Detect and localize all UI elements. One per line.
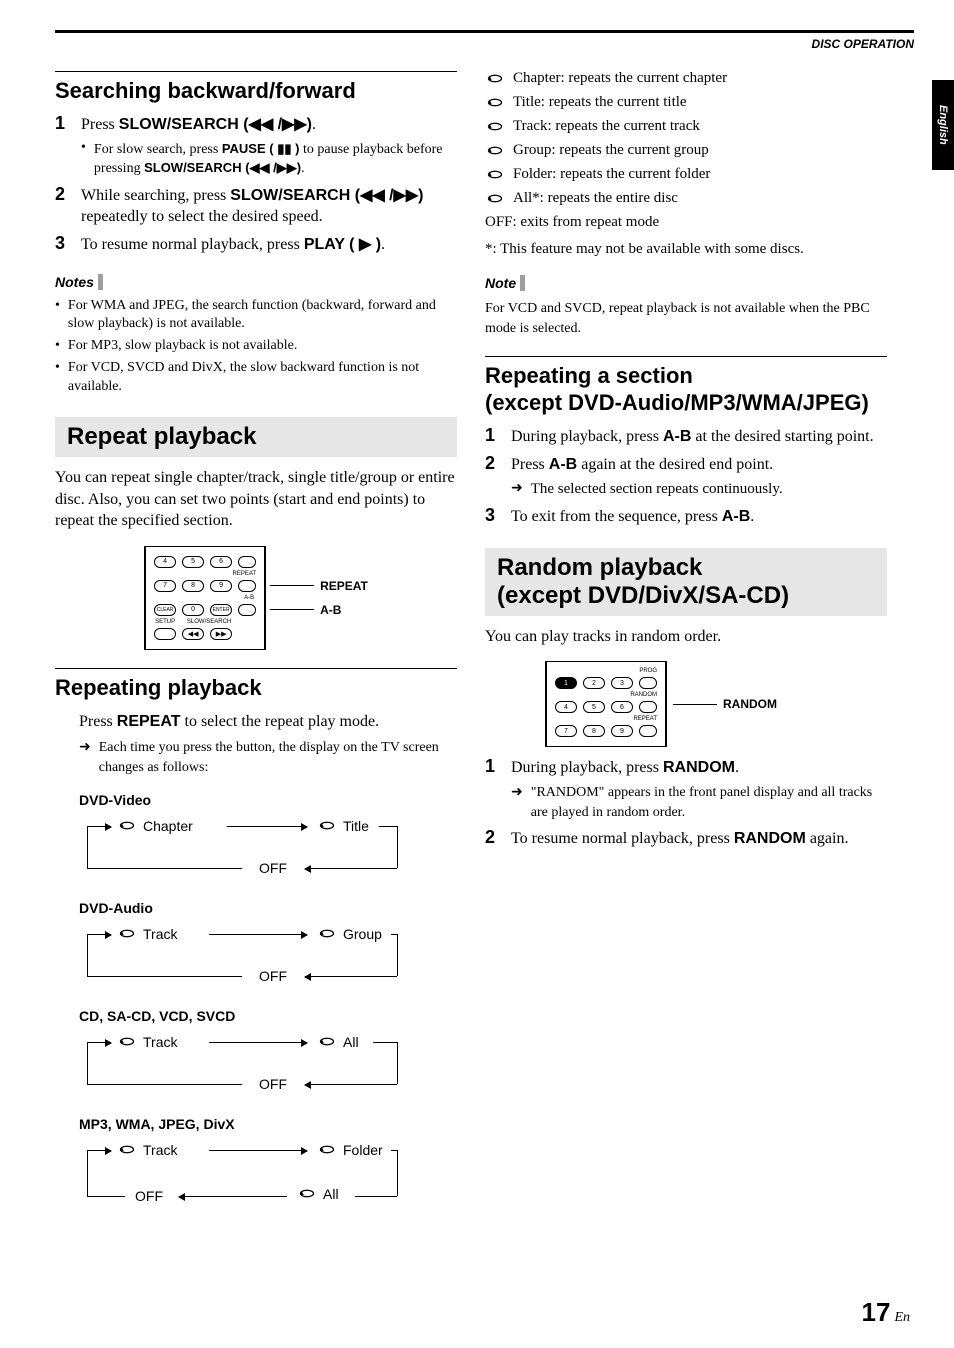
repeat-mode-text: OFF: exits from repeat mode (485, 212, 659, 233)
step-number: 3 (485, 506, 501, 526)
step-number: 1 (485, 757, 501, 777)
step-text: During playback, press A-B at the desire… (511, 426, 874, 448)
note-text: For VCD and SVCD, repeat playback is not… (485, 299, 887, 338)
repeating-subtext: Each time you press the button, the disp… (99, 738, 457, 777)
random-playback-box: Random playback(except DVD/DivX/SA-CD) (485, 548, 887, 616)
cycle-title: DVD-Video (79, 792, 457, 808)
repeating-section-heading: Repeating a section(except DVD-Audio/MP3… (485, 363, 887, 416)
step-subtext: The selected section repeats continuousl… (531, 479, 783, 500)
note-text: For MP3, slow playback is not available. (68, 337, 297, 356)
repeat-icon (485, 120, 505, 133)
note-text: For WMA and JPEG, the search function (b… (68, 297, 457, 335)
repeat-icon (117, 1143, 137, 1156)
cycle-diagram: Chapter Title OFF (79, 814, 457, 886)
step-number: 2 (485, 454, 501, 474)
notes-label: Notes (55, 274, 103, 290)
disc-operation-label: DISC OPERATION (55, 37, 914, 51)
lead-label-repeat: REPEAT (320, 579, 368, 593)
step-number: 3 (55, 234, 71, 254)
step-text: While searching, press SLOW/SEARCH (◀◀ /… (81, 185, 457, 228)
page-number: 17 En (862, 1297, 910, 1328)
cycle-diagram: Track All OFF (79, 1030, 457, 1102)
repeat-icon (317, 1035, 337, 1048)
cycle-title: DVD-Audio (79, 900, 457, 916)
repeat-mode-text: Chapter: repeats the current chapter (513, 68, 727, 89)
step-text: Press A-B again at the desired end point… (511, 454, 783, 476)
remote-diagram-random: PROG 123 RANDOM 456 REPEAT 789 RANDOM (545, 661, 887, 747)
repeating-instruction: Press REPEAT to select the repeat play m… (79, 711, 457, 733)
repeat-mode-text: Group: repeats the current group (513, 140, 709, 161)
step-text: To resume normal playback, press PLAY ( … (81, 234, 385, 256)
cycle-title: CD, SA-CD, VCD, SVCD (79, 1008, 457, 1024)
step-subtext: "RANDOM" appears in the front panel disp… (531, 783, 887, 822)
note-label: Note (485, 275, 525, 291)
step-number: 1 (485, 426, 501, 446)
lead-label-ab: A-B (320, 603, 341, 617)
step-text: During playback, press RANDOM. (511, 757, 887, 779)
repeat-footnote: *: This feature may not be available wit… (485, 239, 804, 260)
repeat-icon (485, 72, 505, 85)
repeat-mode-text: All*: repeats the entire disc (513, 188, 678, 209)
repeat-icon (317, 1143, 337, 1156)
repeat-icon (485, 168, 505, 181)
repeat-icon (485, 192, 505, 205)
repeat-icon (485, 144, 505, 157)
repeat-icon (117, 927, 137, 940)
note-text: For VCD, SVCD and DivX, the slow backwar… (68, 359, 457, 397)
repeat-icon (485, 96, 505, 109)
cycle-diagram: Track Folder OFF All (79, 1138, 457, 1220)
repeat-icon (117, 819, 137, 832)
step-number: 2 (485, 828, 501, 848)
repeat-icon (317, 927, 337, 940)
step-text: To exit from the sequence, press A-B. (511, 506, 754, 528)
repeat-icon (297, 1187, 317, 1200)
repeat-mode-text: Folder: repeats the current folder (513, 164, 710, 185)
repeat-mode-text: Title: repeats the current title (513, 92, 687, 113)
repeat-mode-text: Track: repeats the current track (513, 116, 700, 137)
repeat-playback-box: Repeat playback (55, 417, 457, 457)
language-tab: English (932, 80, 954, 170)
repeat-intro: You can repeat single chapter/track, sin… (55, 467, 457, 532)
cycle-diagram: Track Group OFF (79, 922, 457, 994)
random-intro: You can play tracks in random order. (485, 626, 887, 648)
cycle-title: MP3, WMA, JPEG, DivX (79, 1116, 457, 1132)
step-number: 1 (55, 114, 71, 134)
step-text: To resume normal playback, press RANDOM … (511, 828, 848, 850)
step-subtext: For slow search, press PAUSE ( ▮▮ ) to p… (94, 140, 457, 179)
repeat-icon (117, 1035, 137, 1048)
lead-label-random: RANDOM (723, 697, 777, 711)
step-number: 2 (55, 185, 71, 205)
repeat-icon (317, 819, 337, 832)
step-text: Press SLOW/SEARCH (◀◀ /▶▶). (81, 114, 457, 136)
remote-diagram: 456 REPEAT 789 A-B CLEAR0ENTER SETUPSLOW… (55, 546, 457, 650)
repeating-playback-heading: Repeating playback (55, 675, 457, 701)
searching-heading: Searching backward/forward (55, 78, 457, 104)
